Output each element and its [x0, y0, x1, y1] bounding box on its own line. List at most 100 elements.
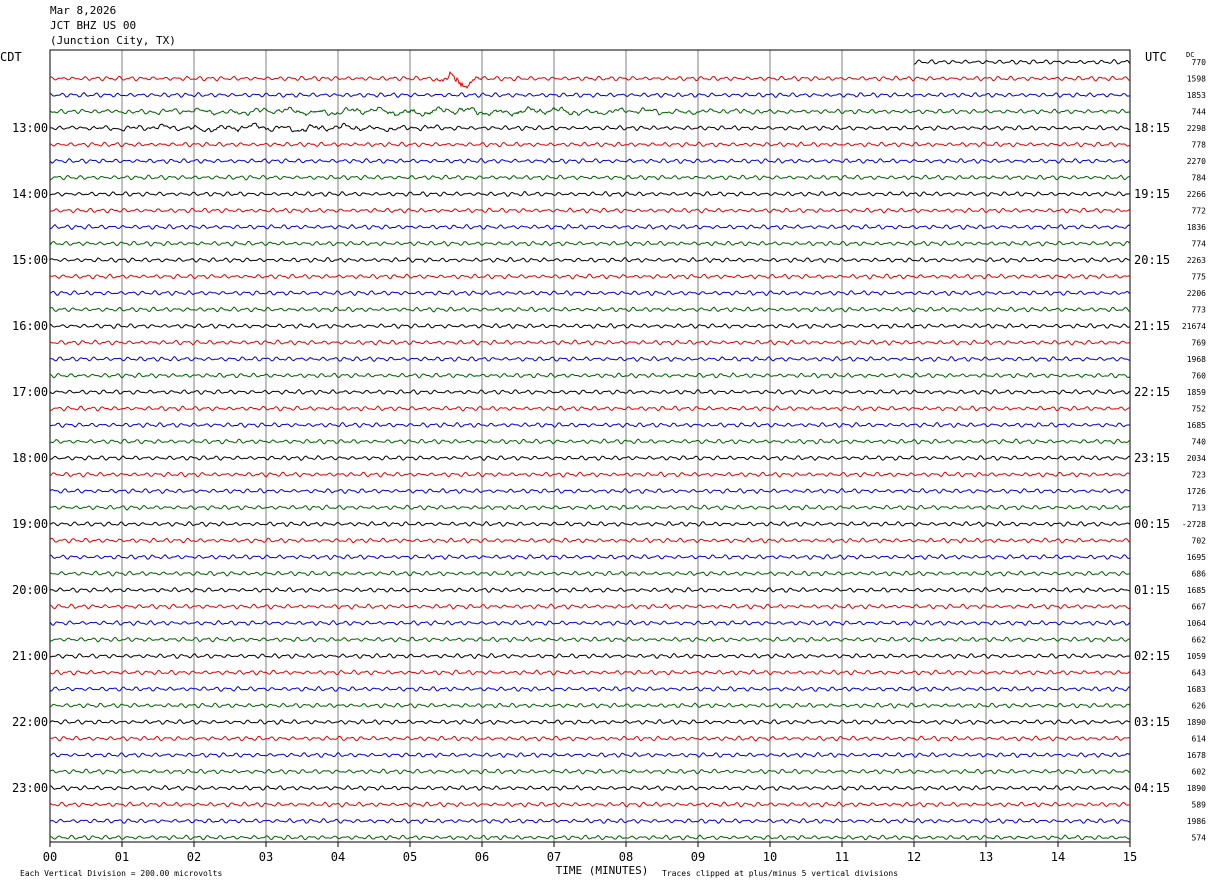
dc-value: 614 [1192, 735, 1207, 744]
trace-line [49, 471, 1131, 478]
trace-line [49, 339, 1131, 346]
dc-value: 643 [1192, 669, 1207, 678]
x-tick-label: 03 [259, 850, 273, 864]
trace-line [49, 570, 1131, 577]
trace-line [49, 768, 1131, 775]
dc-value: 1059 [1187, 652, 1206, 661]
clip-note: Traces clipped at plus/minus 5 vertical … [662, 869, 898, 878]
dc-value: 686 [1192, 570, 1207, 579]
amplitude-note: Each Vertical Division = 200.00 microvol… [20, 869, 222, 878]
dc-value: 626 [1192, 702, 1207, 711]
trace-line [49, 520, 1131, 528]
dc-value: 1678 [1187, 751, 1206, 760]
utc-axis-label: UTC [1145, 50, 1167, 64]
dc-value: 744 [1192, 108, 1207, 117]
dc-value: 784 [1192, 174, 1207, 183]
cdt-axis-label: CDT [0, 50, 22, 64]
trace-line [50, 122, 1131, 133]
cdt-time-label: 17:00 [12, 385, 48, 399]
utc-time-label: 21:15 [1134, 319, 1170, 333]
cdt-time-label: 16:00 [12, 319, 48, 333]
x-tick-label: 01 [115, 850, 129, 864]
dc-value: 1726 [1187, 487, 1206, 496]
x-tick-label: 06 [475, 850, 489, 864]
x-tick-label: 12 [907, 850, 921, 864]
x-tick-label: 04 [331, 850, 345, 864]
plot-grid [49, 49, 1131, 843]
x-tick-label: 02 [187, 850, 201, 864]
dc-value: 1968 [1187, 355, 1206, 364]
utc-time-label: 00:15 [1134, 517, 1170, 531]
dc-value: 1685 [1187, 421, 1206, 430]
x-tick-label: 11 [835, 850, 849, 864]
x-tick-label: 10 [763, 850, 777, 864]
trace-line [49, 405, 1130, 412]
trace-line [49, 157, 1131, 165]
trace-line [49, 553, 1131, 561]
trace-line [49, 669, 1131, 676]
trace-line [49, 91, 1131, 99]
trace-line [49, 372, 1131, 379]
cdt-time-label: 21:00 [12, 649, 48, 663]
dc-value: 589 [1192, 801, 1207, 810]
trace-line [49, 801, 1131, 808]
dc-value: 713 [1192, 504, 1207, 513]
utc-time-label: 23:15 [1134, 451, 1170, 465]
trace-line [49, 290, 1131, 297]
dc-value: 1890 [1187, 718, 1206, 727]
x-tick-label: 09 [691, 850, 705, 864]
cdt-time-label: 18:00 [12, 451, 48, 465]
trace-line [49, 106, 1131, 118]
dc-value: 752 [1192, 405, 1207, 414]
trace-line [50, 735, 1131, 742]
trace-line [49, 388, 1131, 396]
trace-line [49, 306, 1131, 313]
trace-line [49, 487, 1130, 495]
trace-line [49, 455, 1131, 462]
dc-value: 21674 [1182, 322, 1206, 331]
dc-value: 1836 [1187, 223, 1206, 232]
x-tick-label: 08 [619, 850, 633, 864]
trace-line [49, 223, 1131, 231]
trace-line [49, 141, 1131, 148]
dc-value: 1853 [1187, 91, 1206, 100]
dc-value: 2270 [1187, 157, 1206, 166]
cdt-time-label: 14:00 [12, 187, 48, 201]
x-tick-label: 15 [1123, 850, 1137, 864]
x-tick-label: 05 [403, 850, 417, 864]
x-tick-label: 07 [547, 850, 561, 864]
dc-value: 740 [1192, 438, 1207, 447]
dc-value: 1598 [1187, 75, 1206, 84]
plot-traces [49, 58, 1131, 841]
trace-line [49, 619, 1131, 627]
trace-line [49, 603, 1131, 610]
cdt-time-label: 22:00 [12, 715, 48, 729]
cdt-time-label: 20:00 [12, 583, 48, 597]
trace-line [50, 174, 1131, 181]
utc-time-label: 22:15 [1134, 385, 1170, 399]
trace-line [49, 322, 1131, 329]
header-date: Mar 8,2026 [50, 4, 117, 17]
dc-value: 602 [1192, 768, 1207, 777]
x-axis-label: TIME (MINUTES) [556, 864, 649, 877]
dc-value: 1890 [1187, 784, 1206, 793]
dc-value: 760 [1192, 372, 1207, 381]
trace-line [49, 240, 1131, 247]
dc-label: DC [1186, 51, 1194, 59]
dc-value: 772 [1192, 207, 1207, 216]
dc-value: 775 [1192, 273, 1207, 282]
trace-line [49, 751, 1131, 759]
dc-value: 662 [1192, 636, 1207, 645]
trace-line [49, 636, 1130, 643]
trace-line [49, 421, 1131, 429]
cdt-time-label: 13:00 [12, 121, 48, 135]
dc-value: 702 [1192, 537, 1207, 546]
utc-time-label: 02:15 [1134, 649, 1170, 663]
utc-time-label: 19:15 [1134, 187, 1170, 201]
utc-time-label: 01:15 [1134, 583, 1170, 597]
dc-value: 1695 [1187, 553, 1206, 562]
dc-value: 1859 [1187, 388, 1206, 397]
trace-line [49, 652, 1131, 659]
dc-value: 778 [1192, 141, 1207, 150]
